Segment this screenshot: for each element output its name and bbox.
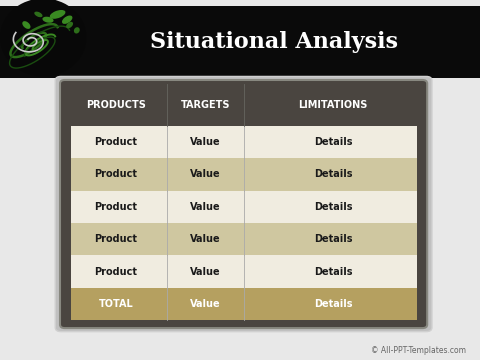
Text: Product: Product xyxy=(94,202,137,212)
Text: Details: Details xyxy=(314,169,352,179)
Ellipse shape xyxy=(22,21,31,29)
Ellipse shape xyxy=(50,10,65,19)
Ellipse shape xyxy=(34,12,43,17)
Text: Value: Value xyxy=(190,169,220,179)
Bar xyxy=(71,256,417,288)
Text: Value: Value xyxy=(190,299,220,309)
Text: Value: Value xyxy=(190,234,220,244)
Text: Value: Value xyxy=(190,267,220,276)
Text: Details: Details xyxy=(314,299,352,309)
Text: Product: Product xyxy=(94,137,137,147)
Text: Details: Details xyxy=(314,267,352,276)
FancyBboxPatch shape xyxy=(60,80,427,328)
Text: Situational Analysis: Situational Analysis xyxy=(150,31,397,53)
Bar xyxy=(71,223,417,256)
Text: TARGETS: TARGETS xyxy=(180,100,230,109)
Text: Product: Product xyxy=(94,169,137,179)
Ellipse shape xyxy=(42,17,54,23)
Text: Product: Product xyxy=(94,234,137,244)
Text: LIMITATIONS: LIMITATIONS xyxy=(298,100,368,109)
Text: Value: Value xyxy=(190,137,220,147)
Text: Details: Details xyxy=(314,202,352,212)
Text: © All-PPT-Templates.com: © All-PPT-Templates.com xyxy=(371,346,466,355)
Bar xyxy=(71,158,417,190)
Text: Product: Product xyxy=(94,267,137,276)
Ellipse shape xyxy=(0,0,86,76)
Bar xyxy=(0,5,480,78)
Text: Details: Details xyxy=(314,234,352,244)
Ellipse shape xyxy=(74,27,80,33)
Text: Details: Details xyxy=(314,137,352,147)
Text: PRODUCTS: PRODUCTS xyxy=(86,100,146,109)
Bar xyxy=(71,190,417,223)
Bar xyxy=(71,288,417,320)
Bar xyxy=(71,126,417,158)
Ellipse shape xyxy=(62,15,72,24)
Ellipse shape xyxy=(66,22,73,28)
FancyBboxPatch shape xyxy=(55,76,432,332)
Text: Value: Value xyxy=(190,202,220,212)
Text: TOTAL: TOTAL xyxy=(98,299,133,309)
